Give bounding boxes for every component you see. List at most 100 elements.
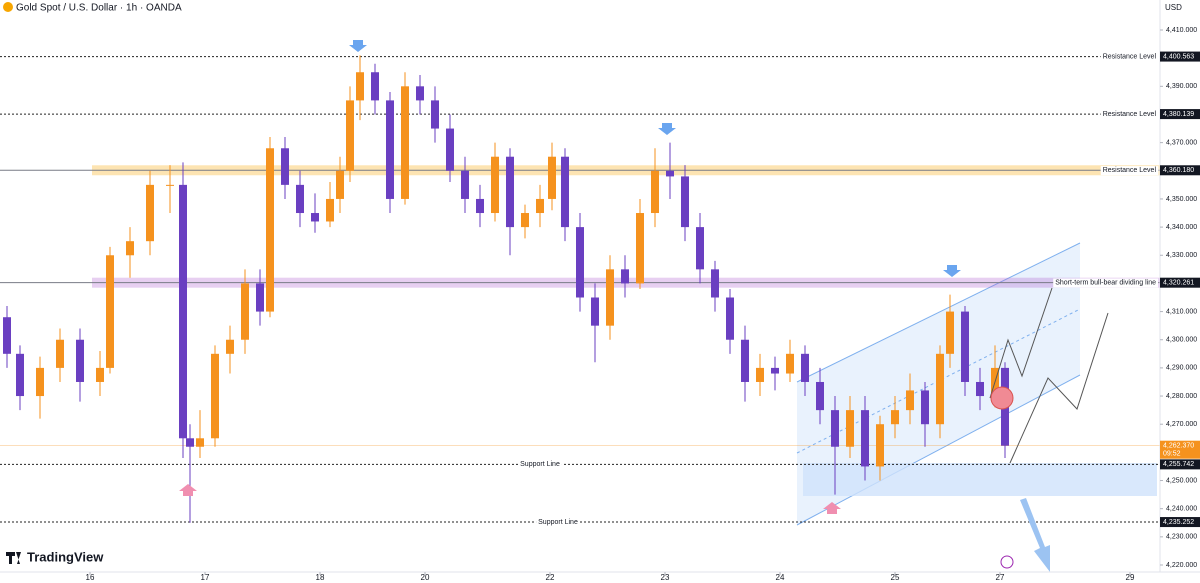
candle-body: [76, 339, 84, 382]
price-tag-label: 4,320.261: [1163, 280, 1194, 287]
candle-body: [346, 100, 354, 171]
price-tag: [1160, 277, 1200, 288]
level-label-bg: [1100, 109, 1159, 119]
candle-body: [196, 438, 204, 447]
candle-body: [921, 390, 929, 425]
candle-body: [741, 339, 749, 382]
arrow-marker: [349, 40, 367, 52]
x-tick-label: 16: [86, 573, 95, 582]
y-tick-label: 4,340.000: [1166, 224, 1197, 231]
price-tag-label: 4,400.563: [1163, 53, 1194, 60]
y-tick-label: 4,350.000: [1166, 196, 1197, 203]
candle-body: [96, 367, 104, 382]
candle-body: [846, 410, 854, 447]
x-tick-label: 24: [776, 573, 785, 582]
candle-body: [211, 353, 219, 439]
currency[interactable]: USD: [1165, 3, 1182, 12]
level-label: Short-term bull-bear dividing line: [1055, 280, 1156, 287]
y-tick-label: 4,330.000: [1166, 252, 1197, 259]
candle-body: [179, 184, 187, 439]
price-tag: [1160, 459, 1200, 470]
level-label: Resistance Level: [1103, 111, 1157, 118]
candle-body: [126, 241, 134, 256]
y-tick-label: 4,270.000: [1166, 421, 1197, 428]
brand: TradingView: [27, 549, 104, 564]
level-label-bg: [536, 517, 580, 527]
candle-body: [548, 156, 556, 199]
y-tick-label: 4,310.000: [1166, 308, 1197, 315]
y-tick-label: 4,250.000: [1166, 477, 1197, 484]
candle-body: [946, 311, 954, 354]
candle-body: [726, 297, 734, 340]
countdown: 09:52: [1163, 451, 1181, 458]
candle-body: [491, 156, 499, 214]
arrow-marker: [943, 265, 961, 277]
candle-body: [16, 353, 24, 397]
level-label-bg: [518, 460, 562, 470]
candle-body: [266, 148, 274, 312]
y-tick-label: 4,290.000: [1166, 365, 1197, 372]
candle-body: [3, 317, 11, 354]
level-label-bg: [1100, 166, 1159, 176]
candle-body: [296, 184, 304, 214]
brand-logo: [6, 552, 21, 564]
candle-body: [186, 438, 194, 447]
candle-body: [876, 424, 884, 467]
price-tag-label: 4,360.180: [1163, 167, 1194, 174]
candle-body: [506, 156, 514, 228]
level-label: Support Line: [538, 519, 578, 526]
arrow-marker: [179, 484, 197, 496]
candle-body: [651, 170, 659, 214]
price-tag-label: 4,380.139: [1163, 111, 1194, 118]
event-icon[interactable]: [1000, 555, 1014, 569]
candle-body: [106, 255, 114, 368]
candle-body: [801, 353, 809, 382]
candle-body: [226, 339, 234, 354]
price-tag: [1160, 51, 1200, 62]
candle-body: [371, 72, 379, 101]
support-zone: [803, 463, 1157, 496]
price-tag: [1160, 109, 1200, 120]
arrow-marker: [658, 123, 676, 135]
candle-body: [281, 148, 289, 185]
candle-body: [591, 297, 599, 326]
level-label: Resistance Level: [1103, 167, 1157, 174]
candle-body: [756, 367, 764, 382]
candle-body: [711, 269, 719, 298]
candle-body: [861, 410, 869, 467]
candle-body: [961, 311, 969, 382]
candle-body: [621, 269, 629, 284]
candle-body: [936, 353, 944, 425]
last-price-label: 4,262.370: [1163, 443, 1194, 450]
candle-body: [906, 390, 914, 411]
candle-body: [326, 198, 334, 222]
candle-body: [446, 128, 454, 171]
candle-body: [696, 227, 704, 270]
highlight: [990, 386, 1014, 410]
y-tick-label: 4,240.000: [1166, 506, 1197, 513]
candle-body: [431, 100, 439, 129]
candle-body: [576, 227, 584, 298]
candle-body: [401, 86, 409, 199]
y-tick-label: 4,280.000: [1166, 393, 1197, 400]
candle-body: [416, 86, 424, 101]
candle-body: [536, 198, 544, 214]
y-tick-label: 4,300.000: [1166, 337, 1197, 344]
candle-body: [241, 283, 249, 340]
projection: [989, 287, 1053, 399]
level-label: Resistance Level: [1103, 53, 1157, 60]
last-price-tag: [1160, 440, 1200, 459]
x-tick-label: 20: [421, 573, 430, 582]
candle-body: [976, 381, 984, 397]
candle-body: [521, 213, 529, 228]
candle-body: [681, 176, 689, 228]
x-tick-label: 29: [1126, 573, 1135, 582]
candle-body: [311, 213, 319, 222]
candle-body: [146, 184, 154, 242]
arrow-marker: [823, 502, 841, 514]
y-tick-label: 4,220.000: [1166, 562, 1197, 569]
symbol-title[interactable]: Gold Spot / U.S. Dollar · 1h · OANDA: [16, 3, 182, 14]
candle-body: [356, 72, 364, 101]
price-tag: [1160, 517, 1200, 528]
